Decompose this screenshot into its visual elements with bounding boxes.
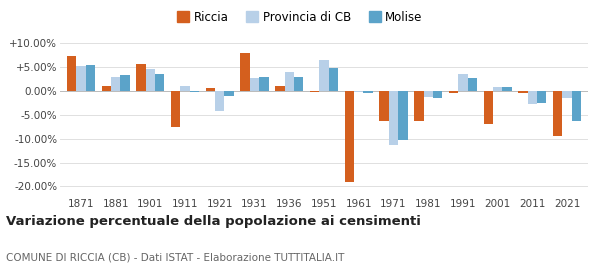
Bar: [310, 91, 319, 92]
Text: COMUNE DI RICCIA (CB) - Dati ISTAT - Elaborazione TUTTITALIA.IT: COMUNE DI RICCIA (CB) - Dati ISTAT - Ela…: [6, 252, 344, 262]
Bar: [424, 91, 433, 97]
Bar: [250, 78, 259, 91]
Bar: [241, 53, 250, 91]
Text: Variazione percentuale della popolazione ai censimenti: Variazione percentuale della popolazione…: [6, 215, 421, 228]
Bar: [319, 60, 329, 91]
Bar: [259, 77, 269, 91]
Bar: [190, 91, 199, 92]
Bar: [344, 91, 354, 182]
Bar: [354, 91, 364, 92]
Bar: [294, 77, 304, 91]
Bar: [398, 91, 407, 140]
Bar: [537, 91, 547, 103]
Legend: Riccia, Provincia di CB, Molise: Riccia, Provincia di CB, Molise: [173, 6, 427, 28]
Bar: [155, 74, 164, 91]
Bar: [528, 91, 537, 104]
Bar: [76, 66, 86, 91]
Bar: [414, 91, 424, 121]
Bar: [284, 72, 294, 91]
Bar: [111, 77, 120, 91]
Bar: [206, 88, 215, 91]
Bar: [329, 67, 338, 91]
Bar: [449, 91, 458, 93]
Bar: [136, 64, 146, 91]
Bar: [101, 86, 111, 91]
Bar: [146, 69, 155, 91]
Bar: [553, 91, 562, 136]
Bar: [120, 75, 130, 91]
Bar: [171, 91, 181, 127]
Bar: [562, 91, 572, 98]
Bar: [502, 87, 512, 91]
Bar: [379, 91, 389, 120]
Bar: [389, 91, 398, 145]
Bar: [467, 78, 477, 91]
Bar: [572, 91, 581, 121]
Bar: [215, 91, 224, 111]
Bar: [493, 87, 502, 91]
Bar: [458, 74, 467, 91]
Bar: [484, 91, 493, 124]
Bar: [224, 91, 234, 96]
Bar: [364, 91, 373, 93]
Bar: [181, 86, 190, 91]
Bar: [518, 91, 528, 93]
Bar: [275, 86, 284, 91]
Bar: [433, 91, 442, 98]
Bar: [86, 65, 95, 91]
Bar: [67, 56, 76, 91]
